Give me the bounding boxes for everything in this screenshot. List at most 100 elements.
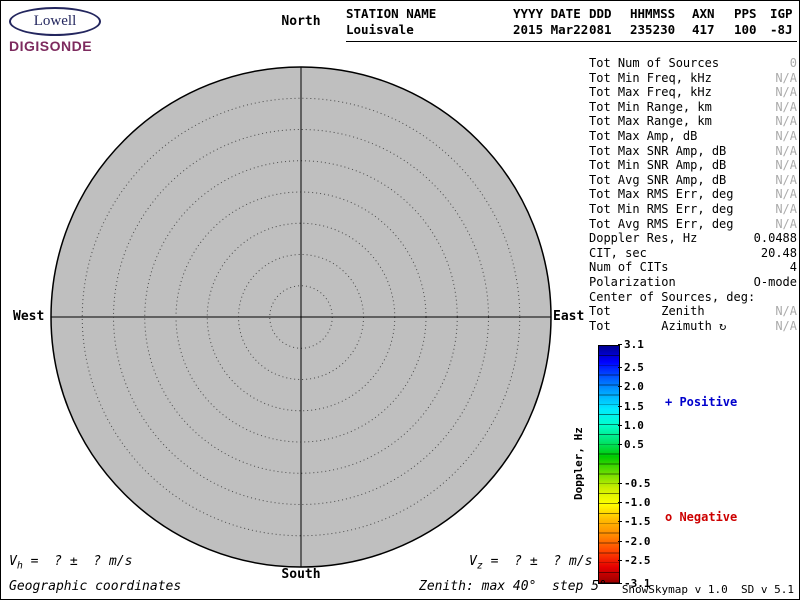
stat-row-polarization: Polarization O-mode	[589, 275, 797, 290]
header-col-date-label: YYYY DATE	[513, 6, 581, 21]
stat-value: N/A	[775, 99, 797, 114]
stat-row-num-sources: Tot Num of Sources 0	[589, 56, 797, 71]
stat-value: N/A	[775, 85, 797, 100]
stat-label: Tot Max RMS Err, deg	[589, 187, 734, 202]
stat-label: Tot Num of Sources	[589, 56, 720, 70]
station-header-values: Louisvale 2015 Mar22 081 235230 417 100 …	[346, 22, 797, 38]
station-header: STATION NAME YYYY DATE DDD HHMMSS AXN PP…	[346, 6, 797, 42]
colorbar-tick: -3.1	[618, 577, 651, 590]
stat-label: Tot Avg SNR Amp, dB	[589, 172, 727, 187]
stat-label: Tot Min RMS Err, deg	[589, 201, 734, 216]
vertical-velocity-readout: Vz = ? ± ? m/s	[469, 554, 592, 574]
stat-row-avg-rms: Tot Avg RMS Err, deg N/A	[589, 217, 797, 232]
header-col-pps-label: PPS	[734, 6, 757, 21]
station-igp: -8J	[770, 22, 793, 37]
stat-label: Tot Max Freq, kHz	[589, 85, 712, 100]
vh-subscript: h	[16, 560, 23, 572]
stat-label: Tot Zenith	[589, 304, 705, 319]
station-axn: 417	[692, 22, 715, 37]
header-col-ddd-label: DDD	[589, 6, 612, 21]
header-col-axn-label: AXN	[692, 6, 715, 21]
stat-row-min-freq: Tot Min Freq, kHz N/A	[589, 71, 797, 86]
colorbar-tick: -0.5	[618, 476, 651, 490]
stat-label: Tot Min Range, km	[589, 99, 712, 114]
skymap-svg	[50, 66, 552, 568]
stat-row-max-amp: Tot Max Amp, dB N/A	[589, 129, 797, 144]
stat-label: Polarization	[589, 274, 676, 289]
stat-row-min-snr: Tot Min SNR Amp, dB N/A	[589, 158, 797, 173]
colorbar-tick: 2.0	[618, 380, 644, 394]
app-version-label: ShowSkymap v 1.0 SD v 5.1	[621, 583, 794, 596]
stat-row-center-azimuth: Tot Azimuth ↻ N/A	[589, 319, 797, 334]
stat-value: N/A	[775, 201, 797, 216]
stat-row-min-rms: Tot Min RMS Err, deg N/A	[589, 202, 797, 217]
stat-label: Doppler Res, Hz	[589, 231, 698, 246]
stat-row-num-cits: Num of CITs 4	[589, 260, 797, 275]
header-col-igp-label: IGP	[770, 6, 793, 21]
stat-value: N/A	[775, 114, 797, 129]
stat-row-avg-snr: Tot Avg SNR Amp, dB N/A	[589, 173, 797, 188]
coordinate-system-note: Geographic coordinates	[9, 579, 182, 594]
stat-label: Tot Max Amp, dB	[589, 128, 698, 143]
compass-north-label: North	[281, 14, 321, 29]
stat-value: 20.48	[760, 245, 797, 260]
colorbar-tick: 1.0	[618, 418, 644, 432]
stat-value: N/A	[775, 70, 797, 85]
zenith-scale-note: Zenith: max 40° step 5°	[419, 579, 607, 594]
colorbar-tick: 2.5	[618, 361, 644, 375]
stat-row-max-rms: Tot Max RMS Err, deg N/A	[589, 187, 797, 202]
horizontal-velocity-readout: Vh = ? ± ? m/s	[9, 554, 132, 574]
colorbar-tick: -1.0	[618, 496, 651, 510]
vz-value: = ? ± ? m/s	[482, 554, 593, 569]
colorbar-bar	[598, 345, 620, 584]
colorbar-axis-title: Doppler, Hz	[572, 427, 585, 500]
stat-row-doppler-res: Doppler Res, Hz 0.0488	[589, 231, 797, 246]
compass-west-label: West	[13, 309, 45, 324]
stat-value: N/A	[775, 216, 797, 231]
stat-row-max-snr: Tot Max SNR Amp, dB N/A	[589, 144, 797, 159]
compass-south-label: South	[281, 567, 321, 582]
stat-value: 0.0488	[753, 231, 797, 246]
station-header-labels: STATION NAME YYYY DATE DDD HHMMSS AXN PP…	[346, 6, 797, 22]
stat-value: 4	[789, 260, 797, 275]
stat-label: Tot Min Freq, kHz	[589, 70, 712, 85]
colorbar-tick: -2.5	[618, 553, 651, 567]
stat-value: N/A	[775, 318, 797, 333]
stat-label: Tot Min SNR Amp, dB	[589, 158, 727, 173]
stat-row-max-freq: Tot Max Freq, kHz N/A	[589, 85, 797, 100]
station-doy: 081	[589, 22, 612, 37]
colorbar-tick: 1.5	[618, 399, 644, 413]
stat-label: Center of Sources, deg:	[589, 289, 756, 304]
stat-value: O-mode	[753, 274, 797, 289]
stat-label: Tot Max SNR Amp, dB	[589, 143, 727, 158]
colorbar-tick: -1.5	[618, 515, 651, 529]
stat-value: N/A	[775, 128, 797, 143]
vz-symbol: V	[469, 554, 477, 569]
colorbar-tick: 0.5	[618, 438, 644, 452]
stat-label: Tot Max Range, km	[589, 114, 712, 129]
station-date: 2015 Mar22	[513, 22, 589, 37]
colorbar-tick: -2.0	[618, 534, 651, 548]
stat-label: CIT, sec	[589, 245, 647, 260]
lowell-logo: Lowell DIGISONDE	[9, 7, 101, 54]
stat-row-center-zenith: Tot Zenith N/A	[589, 304, 797, 319]
stat-row-center-header: Center of Sources, deg:	[589, 290, 797, 305]
stat-row-max-range: Tot Max Range, km N/A	[589, 114, 797, 129]
stat-row-min-range: Tot Min Range, km N/A	[589, 100, 797, 115]
vz-subscript: z	[476, 560, 483, 572]
vh-value: = ? ± ? m/s	[22, 554, 133, 569]
compass-east-label: East	[553, 309, 585, 324]
stat-label: Tot Azimuth ↻	[589, 318, 727, 333]
station-pps: 100	[734, 22, 757, 37]
stat-label: Tot Avg RMS Err, deg	[589, 216, 734, 231]
station-time: 235230	[630, 22, 676, 37]
stat-row-cit: CIT, sec 20.48	[589, 246, 797, 261]
stat-value: N/A	[775, 143, 797, 158]
negative-doppler-legend: o Negative	[665, 510, 738, 524]
lowell-logo-oval: Lowell	[9, 7, 101, 36]
stat-label: Num of CITs	[589, 260, 669, 275]
stat-value: N/A	[775, 187, 797, 202]
positive-doppler-legend: + Positive	[665, 395, 738, 409]
stat-value: 0	[789, 56, 797, 70]
